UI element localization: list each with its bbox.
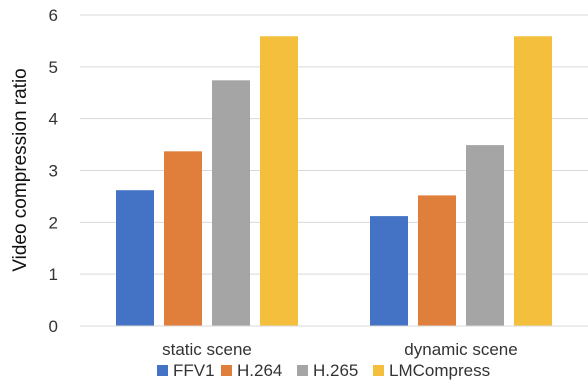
legend-item: LMCompress [373,361,490,380]
legend-label: H.265 [313,361,358,380]
y-tick-label: 0 [49,317,58,336]
bar [370,216,408,326]
legend-item: H.264 [221,361,282,380]
category-label: static scene [162,340,252,359]
y-tick-label: 1 [49,265,58,284]
y-axis-label: Video compression ratio [10,68,31,271]
category-labels: static scene dynamic scene [162,340,518,359]
legend: FFV1 H.264 H.265 LMCompress [157,361,490,380]
legend-swatch [221,365,232,376]
bar [116,190,154,326]
bar [418,195,456,326]
legend-label: FFV1 [173,361,215,380]
y-tick-label: 6 [49,6,58,25]
legend-item: FFV1 [157,361,215,380]
bar [466,145,504,326]
bar [260,36,298,326]
legend-swatch [373,365,384,376]
bar [164,151,202,326]
legend-label: LMCompress [389,361,490,380]
legend-item: H.265 [297,361,358,380]
gridlines [80,14,588,275]
category-label: dynamic scene [404,340,517,359]
y-tick-labels: 0 1 2 3 4 5 6 [49,6,58,336]
legend-swatch [297,365,308,376]
y-tick-label: 2 [49,213,58,232]
bar [212,80,250,326]
y-tick-label: 5 [49,58,58,77]
bar [514,36,552,326]
y-tick-label: 4 [49,110,58,129]
bars [116,36,552,326]
legend-label: H.264 [237,361,282,380]
legend-swatch [157,365,168,376]
y-tick-label: 3 [49,162,58,181]
